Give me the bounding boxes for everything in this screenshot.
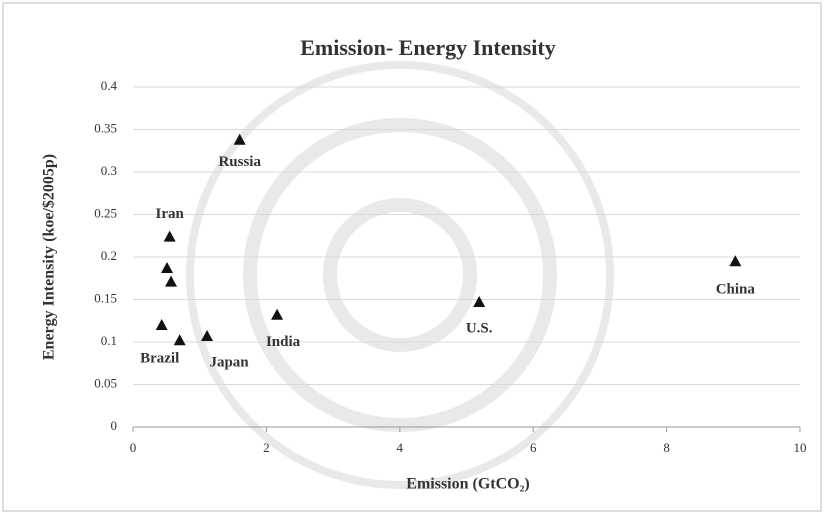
y-tick-label: 0.1	[101, 333, 117, 348]
point	[155, 319, 168, 330]
point	[173, 334, 186, 346]
point	[729, 255, 742, 267]
point	[271, 308, 284, 320]
watermark	[186, 61, 614, 489]
x-tick-label: 6	[530, 440, 537, 455]
y-tick-label: 0.2	[101, 248, 117, 263]
point	[163, 230, 176, 242]
x-tick-label: 4	[397, 440, 404, 455]
point-label: Iran	[156, 206, 185, 222]
point	[161, 262, 174, 274]
point-label: Russia	[218, 154, 261, 170]
point-label: India	[266, 334, 301, 350]
point	[201, 330, 214, 342]
point	[473, 296, 486, 308]
y-tick-label: 0	[111, 418, 118, 433]
x-tick-label: 2	[263, 440, 270, 455]
point-label: Japan	[209, 354, 249, 370]
point	[165, 275, 178, 287]
x-axis-label: Emission (GtCO₂)	[406, 476, 529, 493]
y-tick-label: 0.15	[94, 290, 117, 305]
y-axis-label: Energy Intensity (koe/$2005p)	[41, 154, 58, 360]
y-tick-label: 0.3	[101, 163, 117, 178]
x-tick-label: 10	[794, 440, 807, 455]
point-label: Brazil	[140, 350, 179, 366]
y-tick-label: 0.05	[94, 375, 117, 390]
y-tick-label: 0.35	[94, 120, 117, 135]
x-tick-label: 0	[130, 440, 137, 455]
x-tick-label: 8	[663, 440, 670, 455]
point-label: China	[716, 282, 756, 298]
y-tick-label: 0.4	[101, 78, 118, 93]
chart-title: Emission- Energy Intensity	[300, 35, 555, 60]
y-tick-label: 0.25	[94, 205, 117, 220]
point	[233, 133, 246, 145]
point-label: U.S.	[466, 320, 493, 336]
